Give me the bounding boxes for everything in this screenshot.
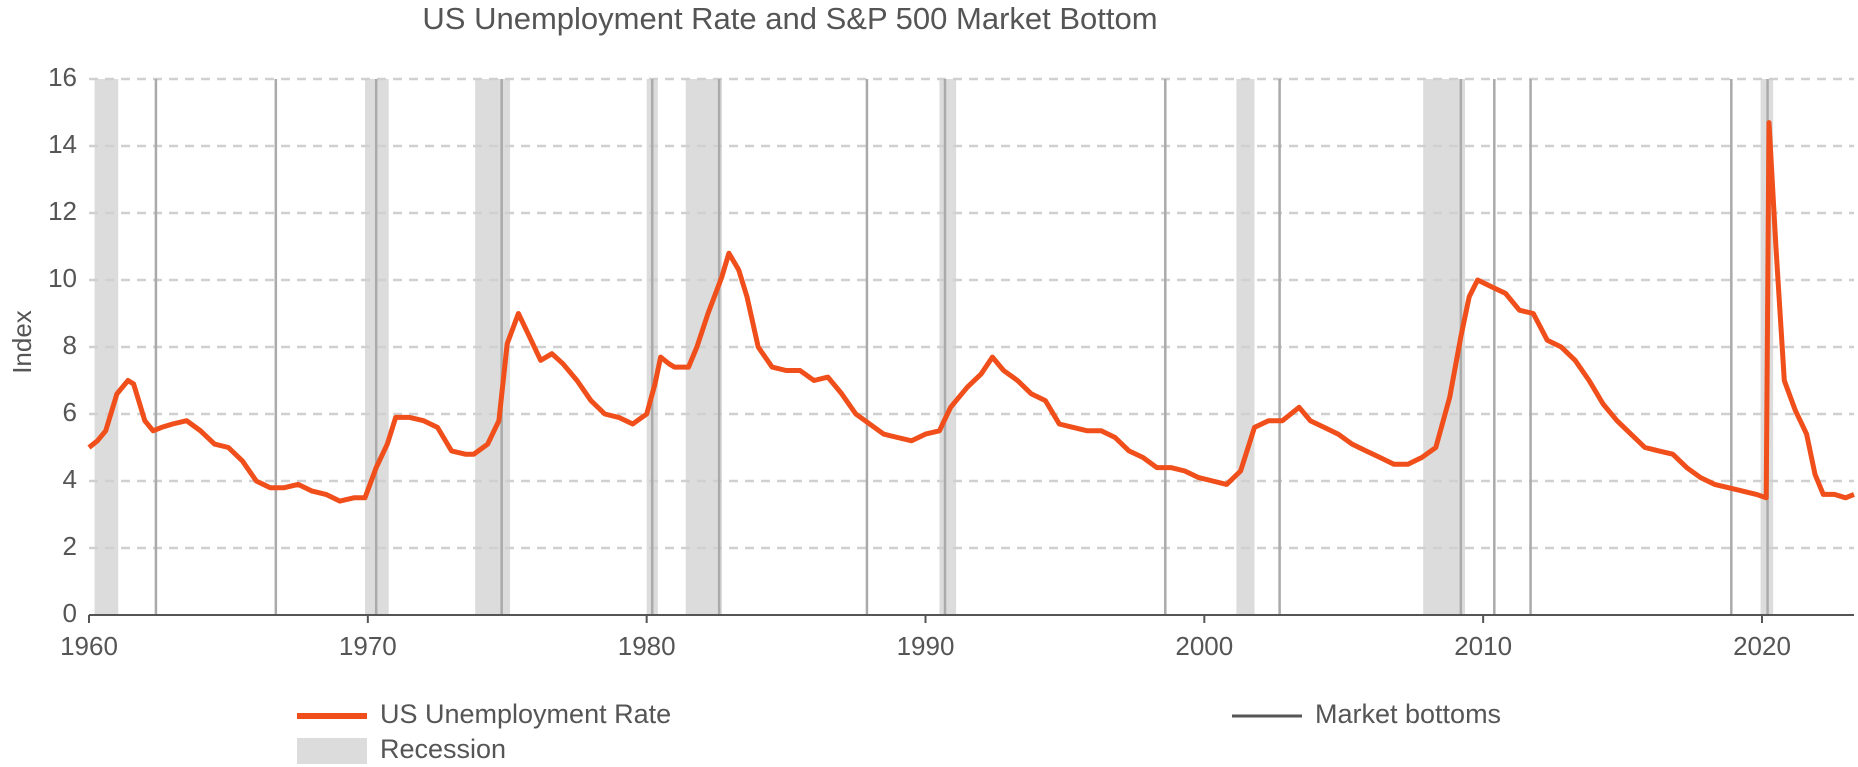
y-tick-label: 6 [63, 397, 77, 427]
x-tick-label: 2020 [1733, 631, 1791, 661]
y-tick-label: 16 [48, 62, 77, 92]
x-tick-label: 2010 [1454, 631, 1512, 661]
y-tick-label: 8 [63, 330, 77, 360]
legend-label: Recession [380, 734, 506, 764]
y-tick-label: 10 [48, 263, 77, 293]
x-tick-label: 1990 [897, 631, 955, 661]
series-line [87, 120, 1855, 504]
y-tick-label: 12 [48, 196, 77, 226]
x-tick-label: 1970 [339, 631, 397, 661]
y-tick-label: 2 [63, 531, 77, 561]
legend-label: Market bottoms [1315, 699, 1501, 729]
x-tick-label: 1960 [60, 631, 118, 661]
legend-swatch [297, 738, 367, 764]
x-tick-label: 1980 [618, 631, 676, 661]
y-axis-label: Index [7, 310, 37, 374]
y-tick-label: 4 [63, 464, 77, 494]
x-tick-label: 2000 [1175, 631, 1233, 661]
chart-title: US Unemployment Rate and S&P 500 Market … [422, 1, 1157, 36]
y-tick-label: 14 [48, 129, 77, 159]
y-tick-label: 0 [63, 598, 77, 628]
legend-label: US Unemployment Rate [380, 699, 671, 729]
